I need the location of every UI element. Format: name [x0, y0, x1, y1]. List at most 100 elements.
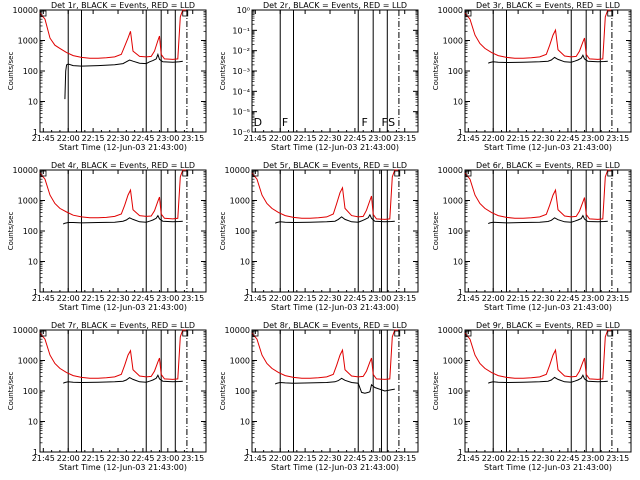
- x-axis-label: Start Time (12-Jun-03 21:43:00): [484, 463, 612, 472]
- y-tick-label: 10: [28, 418, 38, 427]
- panel-title: Det 3r, BLACK = Events, RED = LLD: [476, 1, 620, 10]
- x-tick-label: 22:45: [343, 294, 366, 303]
- event-marker: F: [362, 116, 368, 129]
- corner-marker: [607, 330, 614, 337]
- y-tick-label: 10000: [438, 326, 463, 335]
- y-tick-label: 1: [33, 448, 38, 457]
- event-marker: S: [388, 116, 395, 129]
- series-lld-line: [464, 9, 612, 60]
- x-tick-label: 22:45: [131, 454, 154, 463]
- y-axis-label: Counts/sec: [432, 52, 440, 91]
- panel-title: Det 7r, BLACK = Events, RED = LLD: [51, 321, 195, 330]
- corner-marker: [40, 170, 47, 177]
- x-tick-label: 21:45: [457, 134, 480, 143]
- y-axis-label: Counts/sec: [219, 212, 227, 251]
- x-tick-label: 21:45: [457, 294, 480, 303]
- y-tick-label: 1: [33, 288, 38, 297]
- y-tick-label: 1000: [443, 197, 463, 206]
- x-tick-label: 22:45: [556, 454, 579, 463]
- y-tick-label: 10000: [13, 6, 38, 15]
- series-lld-line: [464, 169, 612, 220]
- event-marker: F: [282, 116, 288, 129]
- y-tick-label: 10: [453, 98, 463, 107]
- x-tick-label: 22:00: [269, 454, 292, 463]
- series-events-line: [63, 374, 183, 384]
- x-tick-label: 22:15: [82, 454, 105, 463]
- y-tick-label: 1000: [230, 357, 250, 366]
- series-lld-line: [464, 329, 612, 380]
- corner-marker: [182, 330, 189, 337]
- corner-marker: [252, 170, 259, 177]
- series-lld-line: [251, 169, 399, 220]
- x-tick-label: 22:45: [343, 454, 366, 463]
- y-tick-label: 10⁰: [237, 6, 250, 15]
- x-tick-label: 21:45: [457, 454, 480, 463]
- y-tick-label: 1: [245, 288, 250, 297]
- x-tick-label: 23:00: [156, 454, 179, 463]
- plot-frame: [39, 9, 207, 133]
- y-tick-label: 10: [240, 418, 250, 427]
- x-tick-label: 23:00: [581, 454, 604, 463]
- x-tick-label: 22:45: [556, 294, 579, 303]
- y-tick-label: 1000: [18, 357, 38, 366]
- x-tick-label: 22:30: [318, 294, 341, 303]
- panel-title: Det 8r, BLACK = Events, RED = LLD: [263, 321, 407, 330]
- panel-title: Det 2r, BLACK = Events, RED = LLD: [263, 1, 407, 10]
- x-tick-label: 23:15: [181, 294, 204, 303]
- x-tick-label: 23:00: [581, 294, 604, 303]
- series-lld-line: [251, 329, 399, 380]
- x-tick-label: 22:00: [482, 294, 505, 303]
- y-tick-label: 100: [23, 387, 38, 396]
- y-tick-label: 1: [458, 288, 463, 297]
- plot-frame: [251, 9, 419, 133]
- x-axis-label: Start Time (12-Jun-03 21:43:00): [484, 143, 612, 152]
- y-tick-label: 10: [28, 98, 38, 107]
- y-tick-label: 10⁻³: [232, 67, 250, 76]
- y-axis-label: Counts/sec: [219, 52, 227, 91]
- plot-frame: [39, 169, 207, 293]
- corner-marker: [252, 330, 259, 337]
- x-axis-label: Start Time (12-Jun-03 21:43:00): [271, 143, 399, 152]
- series-events-line: [275, 213, 395, 224]
- x-tick-label: 23:00: [156, 134, 179, 143]
- event-marker: D: [254, 116, 262, 129]
- x-tick-label: 22:00: [57, 134, 80, 143]
- x-tick-label: 23:15: [393, 294, 416, 303]
- y-tick-label: 10⁻⁵: [232, 108, 250, 117]
- x-tick-label: 22:30: [531, 134, 554, 143]
- event-marker: F: [381, 116, 387, 129]
- x-tick-label: 23:00: [368, 134, 391, 143]
- y-tick-label: 10⁻²: [232, 47, 250, 56]
- x-tick-label: 22:30: [106, 294, 129, 303]
- x-tick-label: 22:15: [82, 294, 105, 303]
- x-tick-label: 22:30: [531, 454, 554, 463]
- y-tick-label: 100: [448, 227, 463, 236]
- series-events-line: [62, 214, 183, 225]
- x-tick-label: 22:30: [318, 134, 341, 143]
- x-tick-label: 23:15: [181, 134, 204, 143]
- plot-frame: [464, 169, 632, 293]
- y-axis-label: Counts/sec: [432, 212, 440, 251]
- x-tick-label: 22:15: [507, 294, 530, 303]
- panel-title: Det 5r, BLACK = Events, RED = LLD: [263, 161, 407, 170]
- y-tick-label: 10000: [438, 6, 463, 15]
- x-tick-label: 22:00: [482, 134, 505, 143]
- x-axis-label: Start Time (12-Jun-03 21:43:00): [484, 303, 612, 312]
- x-axis-label: Start Time (12-Jun-03 21:43:00): [59, 303, 187, 312]
- y-tick-label: 100: [448, 67, 463, 76]
- series-lld-line: [39, 169, 187, 220]
- x-tick-label: 22:30: [106, 454, 129, 463]
- panel-title: Det 4r, BLACK = Events, RED = LLD: [51, 161, 195, 170]
- x-axis-label: Start Time (12-Jun-03 21:43:00): [59, 463, 187, 472]
- y-axis-label: Counts/sec: [219, 372, 227, 411]
- corner-marker: [40, 10, 47, 17]
- panel-title: Det 6r, BLACK = Events, RED = LLD: [476, 161, 620, 170]
- y-tick-label: 10: [240, 258, 250, 267]
- series-events-line: [488, 54, 608, 64]
- x-axis-label: Start Time (12-Jun-03 21:43:00): [271, 303, 399, 312]
- y-tick-label: 1000: [18, 197, 38, 206]
